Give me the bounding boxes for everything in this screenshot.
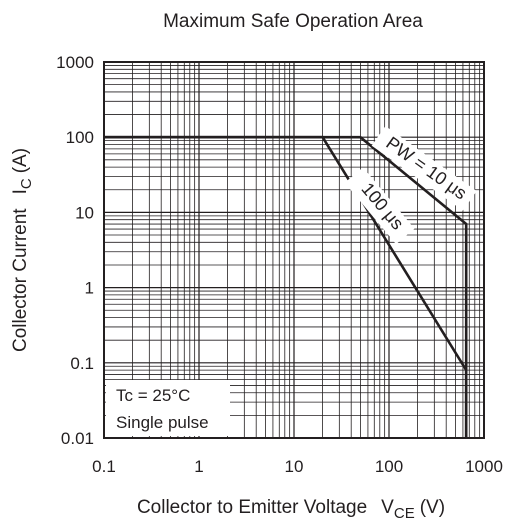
x-axis-label-subscript: CE (394, 505, 415, 522)
y-tick-label: 100 (66, 128, 94, 147)
y-tick-label: 10 (75, 203, 94, 222)
x-axis-label-main: Collector to Emitter Voltage (137, 497, 367, 518)
y-axis-label: Collector Current IC (A) (10, 148, 35, 352)
x-tick-label: 1000 (465, 457, 503, 476)
x-tick-label: 10 (285, 457, 304, 476)
y-tick-label: 0.01 (61, 429, 94, 448)
plot-frame (103, 61, 485, 439)
y-axis-label-main: Collector Current (10, 208, 31, 352)
y-axis-label-symbol: I (10, 189, 31, 194)
x-tick-labels: 0.1 1 10 100 1000 (92, 457, 503, 476)
x-tick-label: 0.1 (92, 457, 116, 476)
annotation-temperature: Tc = 25°C (116, 386, 190, 405)
annotation-single-pulse: Single pulse (116, 413, 209, 432)
series-line-pw100us (104, 135, 468, 438)
x-axis-label-unit: (V) (420, 497, 445, 518)
annotation-box: Tc = 25°C Single pulse (106, 380, 230, 436)
series-lines (104, 135, 468, 438)
y-tick-labels: 0.01 0.1 1 10 100 1000 (56, 53, 94, 448)
chart-title: Maximum Safe Operation Area (163, 11, 423, 32)
y-axis-label-subscript: C (18, 178, 35, 189)
grid (104, 62, 484, 438)
x-axis-label: Collector to Emitter Voltage VCE (V) (137, 497, 445, 522)
x-axis-label-symbol: V (381, 497, 394, 518)
x-tick-label: 1 (194, 457, 203, 476)
x-tick-label: 100 (375, 457, 403, 476)
y-tick-label: 1000 (56, 53, 94, 72)
y-axis-label-unit: (A) (10, 148, 31, 173)
y-tick-label: 0.1 (70, 354, 94, 373)
annotation-background (106, 380, 230, 436)
y-tick-label: 1 (85, 279, 94, 298)
